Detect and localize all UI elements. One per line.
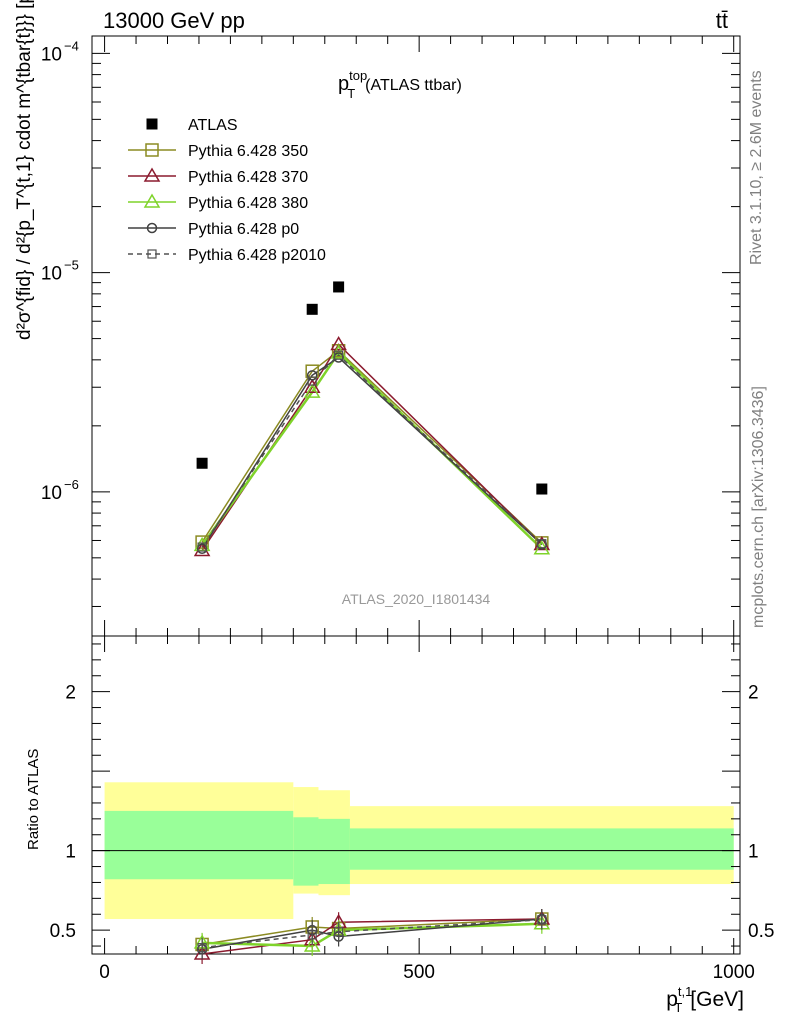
point-atlas [536, 483, 548, 495]
ratio-tick-label: 0.5 [50, 921, 76, 942]
bottom-panel-ticks: 0.5 0.5 1 1 2 2 0 500 1000 [50, 636, 774, 983]
legend-marker [143, 193, 161, 208]
ratio-line-p2010 [202, 919, 542, 949]
ratio-line-p0 [201, 918, 542, 950]
legend-marker [145, 143, 159, 157]
point-atlas [196, 457, 208, 469]
analysis-id: ATLAS_2020_I1801434 [342, 591, 491, 607]
x-tick-label: 0 [99, 962, 110, 983]
ratio-point-p380 [303, 937, 321, 952]
series-line-p2010 [201, 354, 543, 548]
band-inner [104, 810, 294, 880]
point-p370 [330, 335, 347, 351]
point-atlas [333, 281, 345, 293]
legend-label-p350: Pythia 6.428 350 [188, 143, 308, 160]
bottom-panel-frame [91, 635, 741, 955]
legend-label-p380: Pythia 6.428 380 [188, 195, 308, 212]
legend-label-p2010: Pythia 6.428 p2010 [188, 247, 326, 264]
band-inner [293, 817, 319, 886]
header-energy-label: 13000 GeV pp [103, 8, 245, 33]
bottom-y-axis-label: Ratio to ATLAS [25, 749, 42, 850]
ratio-line-p350 [201, 918, 542, 946]
header-process-label: tt̄ [716, 8, 728, 33]
band-inner [318, 818, 350, 885]
x-axis-label: pt,1 T [GeV] [666, 984, 744, 1015]
ratio-line-p380 [202, 922, 542, 948]
legend-marker [147, 249, 157, 259]
x-tick-label: 500 [403, 962, 435, 983]
legend-label-p370: Pythia 6.428 370 [188, 169, 308, 186]
point-p2010 [537, 539, 547, 549]
point-p370 [303, 378, 321, 393]
legend-marker [143, 167, 161, 182]
band-inner [349, 828, 734, 870]
ratio-tick-label-right: 2 [748, 683, 759, 704]
y-tick-exponent: −4 [64, 38, 79, 53]
series-line-p350 [201, 349, 543, 544]
top-panel-series [193, 281, 551, 557]
panel-title: ptop T (ATLAS ttbar) [338, 68, 462, 101]
mcplots-label: mcplots.cern.ch [arXiv:1306.3436] [750, 386, 767, 628]
ratio-tick-label-right: 0.5 [748, 921, 774, 942]
ratio-point-p2010 [334, 927, 344, 937]
point-p2010 [334, 350, 344, 360]
ratio-point-p2010 [537, 915, 547, 925]
y-tick-exponent: −5 [64, 258, 79, 273]
legend: ATLAS Pythia 6.428 350 Pythia 6.428 370 Pyt… [128, 117, 326, 264]
ratio-tick-label-right: 1 [748, 842, 759, 863]
point-p0 [306, 370, 318, 381]
ratio-line-p370 [202, 918, 542, 955]
legend-marker [146, 222, 158, 234]
y-tick-exponent: −6 [64, 477, 79, 492]
point-p2010 [307, 376, 317, 386]
y-tick-label: 10 [41, 264, 62, 285]
ratio-tick-label: 1 [65, 842, 76, 863]
rivet-label: Rivet 3.1.10, ≥ 2.6M events [748, 70, 765, 265]
ratio-bands [92, 782, 740, 920]
point-p350 [195, 535, 209, 549]
legend-label-atlas: ATLAS [188, 117, 238, 134]
series-line-p370 [201, 343, 543, 551]
ratio-point-p2010 [307, 930, 317, 940]
x-tick-label: 1000 [713, 962, 755, 983]
ratio-tick-label: 2 [65, 683, 76, 704]
point-p380 [303, 383, 321, 398]
top-panel-ticks: 10−610−510−4 [41, 36, 740, 636]
top-y-axis-label: d²σ^{fid} / d²{p_T^{t,1} cdot m^{tbar{t}… [14, 0, 35, 340]
legend-marker [146, 118, 158, 130]
ratio-point-p2010 [197, 943, 207, 953]
legend-label-p0: Pythia 6.428 p0 [188, 221, 299, 238]
y-tick-label: 10 [41, 44, 62, 65]
series-line-p0 [201, 356, 543, 550]
point-atlas [306, 303, 318, 315]
point-p2010 [197, 542, 207, 552]
ratio-series [193, 909, 551, 964]
y-tick-label: 10 [41, 483, 62, 504]
